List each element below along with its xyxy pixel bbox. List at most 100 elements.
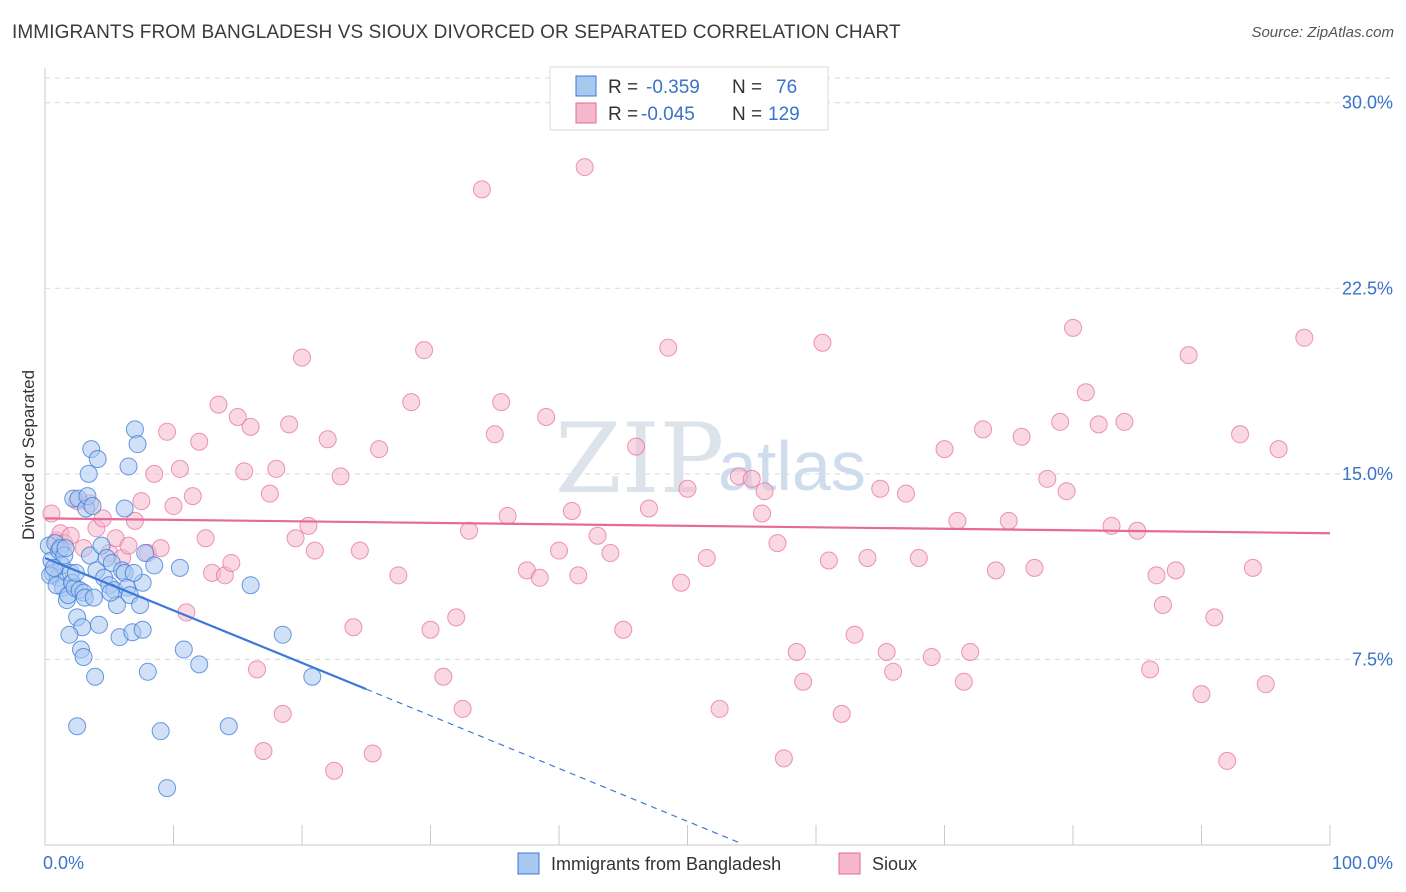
bangladesh-point: [60, 625, 79, 644]
sioux-point: [569, 566, 588, 585]
y-tick-label: 30.0%: [1342, 93, 1393, 113]
sioux-point: [1064, 318, 1082, 337]
legend-r-value-1: -0.359: [646, 77, 700, 98]
x-tick-label-min: 0.0%: [43, 853, 84, 873]
bangladesh-point: [115, 499, 134, 518]
x-tick-label-max: 100.0%: [1332, 853, 1393, 873]
chart-title: IMMIGRANTS FROM BANGLADESH VS SIOUX DIVO…: [12, 22, 901, 43]
bangladesh-point: [56, 539, 75, 558]
sioux-point: [485, 425, 504, 444]
sioux-point: [954, 672, 973, 691]
sioux-point: [318, 430, 337, 449]
sioux-point: [550, 541, 568, 560]
sioux-point: [350, 541, 369, 560]
legend-r-label-2: R =: [608, 104, 638, 125]
bangladesh-point: [79, 464, 98, 483]
bangladesh-point: [88, 450, 107, 469]
sioux-point: [196, 529, 215, 548]
sioux-point: [755, 482, 774, 501]
legend-n-value-1: 76: [776, 77, 797, 98]
bangladesh-point: [124, 563, 143, 582]
sioux-point: [601, 544, 620, 563]
sioux-point: [935, 440, 954, 459]
sioux-point: [190, 432, 209, 451]
sioux-point: [832, 704, 851, 723]
sioux-point: [753, 504, 772, 523]
sioux-point: [1089, 415, 1108, 434]
trend-lines: [44, 517, 1331, 844]
sioux-point: [845, 625, 864, 644]
sioux-point: [871, 479, 890, 498]
bangladesh-points: [39, 420, 322, 798]
bangladesh-point: [84, 588, 103, 607]
sioux-point: [1179, 346, 1198, 365]
bangladesh-point: [151, 722, 170, 741]
sioux-point: [877, 643, 896, 662]
sioux-point: [286, 529, 305, 548]
sioux-point: [498, 506, 517, 525]
sioux-point: [235, 462, 254, 481]
sioux-point: [1153, 596, 1172, 615]
bangladesh-point: [138, 662, 157, 681]
sioux-point: [164, 497, 183, 516]
sioux-point: [119, 536, 138, 555]
sioux-point: [363, 744, 382, 763]
sioux-point: [331, 467, 350, 486]
sioux-point: [183, 487, 202, 506]
source-credit: Source: ZipAtlas.com: [1251, 24, 1394, 41]
bangladesh-point: [136, 544, 155, 563]
sioux-point: [614, 620, 633, 639]
sioux-point: [415, 341, 434, 360]
sioux-point: [819, 551, 838, 570]
sioux-point: [1269, 440, 1288, 459]
bangladesh-point: [119, 457, 138, 476]
sioux-point: [1295, 328, 1314, 347]
sioux-point: [222, 553, 241, 572]
sioux-point: [948, 511, 967, 530]
legend-n-label-1: N =: [732, 77, 762, 98]
axes: [44, 68, 1331, 846]
sioux-point: [325, 761, 344, 780]
sioux-point: [280, 415, 299, 434]
sioux-point: [986, 561, 1005, 580]
sioux-point: [1025, 558, 1044, 577]
bottom-legend: Immigrants from Bangladesh Sioux: [517, 852, 917, 875]
bangladesh-point: [86, 667, 105, 686]
sioux-point: [813, 333, 832, 352]
sioux-point: [260, 484, 279, 503]
bangladesh-point: [68, 717, 87, 736]
sioux-point: [132, 492, 151, 511]
sioux-point: [1012, 427, 1031, 446]
bottom-legend-swatch-blue: [517, 852, 540, 875]
bangladesh-point: [190, 655, 209, 674]
sioux-point: [562, 501, 581, 520]
sioux-point: [961, 643, 980, 662]
bangladesh-point: [83, 497, 102, 516]
sioux-point: [659, 338, 678, 357]
sioux-point: [344, 618, 363, 637]
sioux-point: [1231, 425, 1250, 444]
sioux-point: [1205, 608, 1224, 627]
sioux-point: [1051, 412, 1070, 431]
legend-swatch-pink: [575, 102, 597, 124]
sioux-point: [974, 420, 993, 439]
sioux-point: [639, 499, 658, 518]
watermark-atlas: atlas: [718, 427, 866, 505]
bangladesh-trend-extension: [366, 688, 740, 844]
sioux-point: [672, 573, 691, 592]
sioux-point: [460, 521, 479, 540]
sioux-point: [492, 393, 511, 412]
sioux-point: [896, 484, 915, 503]
sioux-point: [1256, 675, 1275, 694]
bangladesh-point: [273, 625, 292, 644]
legend-n-value-2: 129: [768, 104, 800, 125]
sioux-point: [151, 539, 170, 558]
sioux-point: [472, 180, 491, 199]
legend-n-label-2: N =: [732, 104, 762, 125]
y-tick-label: 7.5%: [1352, 649, 1393, 669]
watermark-zip: ZIP: [555, 403, 724, 515]
tick-labels: 7.5% 15.0% 22.5% 30.0% 0.0% 100.0%: [43, 93, 1393, 873]
sioux-trend-line: [44, 517, 1331, 535]
sioux-point: [787, 643, 806, 662]
